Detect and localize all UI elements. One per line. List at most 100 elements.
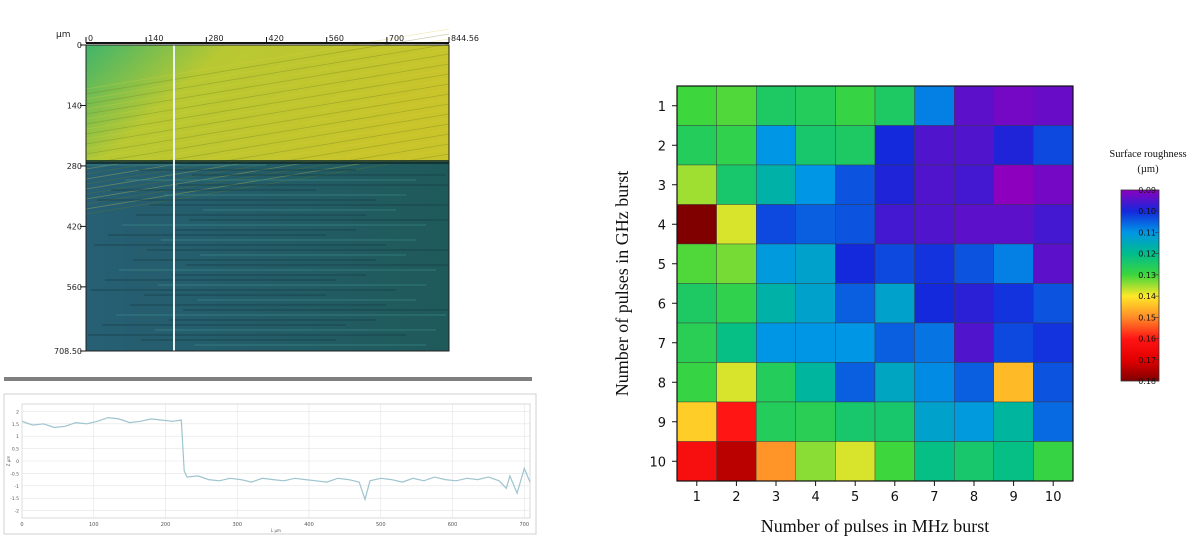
heatmap-cell: [993, 322, 1034, 363]
heatmap-cell: [993, 362, 1034, 403]
heatmap-cell: [835, 125, 876, 166]
y-tick-label: 1: [658, 100, 666, 115]
heatmap-cell: [676, 441, 717, 482]
texture-streak: [85, 108, 450, 170]
y-tick-label: 10: [649, 455, 666, 470]
colorbar-tick-label: 0.18: [1138, 377, 1156, 386]
colorbar: [1120, 189, 1160, 382]
heatmap-cell: [795, 362, 836, 403]
x-tick-label: 140: [148, 34, 163, 43]
texture-streak: [85, 28, 450, 90]
colorbar-tick-label: 0.13: [1138, 271, 1156, 280]
heatmap-cell: [993, 164, 1034, 205]
y-tick-label: 7: [658, 337, 666, 352]
heatmap-cell: [716, 362, 757, 403]
x-tick-label: 5: [851, 490, 859, 505]
heatmap-cell: [954, 441, 995, 482]
x-axis-label: L µm: [271, 528, 281, 533]
heatmap-cell: [716, 204, 757, 245]
heatmap-cell: [756, 85, 797, 126]
texture-streak: [85, 93, 450, 155]
x-tick-label: 560: [329, 34, 344, 43]
y-tick-label: 0.5: [12, 447, 19, 453]
x-tick-label: 700: [519, 522, 529, 528]
heatmap-cell: [1033, 441, 1074, 482]
heatmap-cell: [716, 125, 757, 166]
heatmap-cell: [795, 204, 836, 245]
heatmap-cell: [874, 85, 915, 126]
heatmap-cell: [1033, 322, 1074, 363]
heatmap-cell: [993, 125, 1034, 166]
x-tick-label: 2: [732, 490, 740, 505]
heatmap-cell: [874, 401, 915, 442]
x-tick-label: 844.56: [451, 34, 479, 43]
x-tick-label: 200: [161, 522, 171, 528]
y-tick-label: 560: [67, 283, 82, 292]
heatmap-cell: [756, 401, 797, 442]
texture-streak: [85, 148, 450, 210]
texture-streak: [85, 63, 450, 125]
heatmap-cell: [874, 204, 915, 245]
heatmap-cell: [835, 441, 876, 482]
texture-streak: [85, 128, 450, 190]
x-tick-label: 7: [930, 490, 938, 505]
texture-streak: [85, 73, 450, 135]
heatmap-cell: [756, 125, 797, 166]
heatmap-cell: [993, 401, 1034, 442]
y-tick-label: 140: [67, 101, 82, 110]
heatmap-frame: [676, 85, 1074, 482]
heatmap-cell: [835, 401, 876, 442]
heatmap-cell: [756, 441, 797, 482]
colorbar-tick-label: 0.12: [1138, 250, 1156, 259]
texture-streak: [85, 118, 450, 180]
image-frame: [85, 44, 450, 352]
colorbar-tick-label: 0.11: [1138, 228, 1156, 237]
heatmap-cell: [874, 283, 915, 324]
profile-series-line: [21, 416, 531, 502]
heatmap-cell: [795, 164, 836, 205]
heatmap-cell: [676, 204, 717, 245]
texture-streak: [85, 138, 450, 200]
x-tick-label: 100: [89, 522, 99, 528]
heatmap-cell: [954, 164, 995, 205]
heatmap-cell: [1033, 164, 1074, 205]
heatmap-cell: [716, 441, 757, 482]
heatmap-cell: [716, 85, 757, 126]
x-tick-label: 9: [1009, 490, 1017, 505]
heatmap-cell: [993, 85, 1034, 126]
y-tick-label: 2: [16, 409, 19, 415]
texture-streak: [85, 123, 450, 185]
heatmap-cell: [993, 243, 1034, 284]
region-boundary: [86, 160, 449, 164]
heatmap-cell: [676, 125, 717, 166]
texture-streak: [85, 78, 450, 140]
heatmap-cell: [676, 362, 717, 403]
colorbar-tick-label: 0.14: [1138, 292, 1156, 301]
y-axis-label: Z µm: [6, 456, 11, 467]
y-tick-label: 9: [658, 416, 666, 431]
heatmap-cell: [914, 204, 955, 245]
x-tick-label: 10: [1045, 490, 1062, 505]
heatmap-cell: [874, 441, 915, 482]
x-axis-label: Number of pulses in MHz burst: [761, 516, 989, 536]
heatmap-cell: [914, 401, 955, 442]
panel-separator: [4, 377, 532, 381]
heatmap-cell: [874, 125, 915, 166]
heatmap-cell: [1033, 85, 1074, 126]
colorbar-tick-label: 0.16: [1138, 335, 1156, 344]
colorbar-tick-label: 0.15: [1138, 313, 1156, 322]
y-tick-label: 2: [658, 139, 666, 154]
texture-streak: [85, 88, 450, 150]
heatmap-cell: [795, 125, 836, 166]
heatmap-cell: [756, 204, 797, 245]
y-tick-label: -2: [15, 509, 20, 515]
heatmap-cell: [756, 164, 797, 205]
texture-streak: [85, 53, 450, 115]
heatmap-cell: [874, 362, 915, 403]
x-tick-label: 420: [269, 34, 284, 43]
texture-streak: [85, 48, 450, 110]
heatmap-cell: [914, 164, 955, 205]
heatmap-cell: [1033, 125, 1074, 166]
heatmap-cell: [954, 322, 995, 363]
